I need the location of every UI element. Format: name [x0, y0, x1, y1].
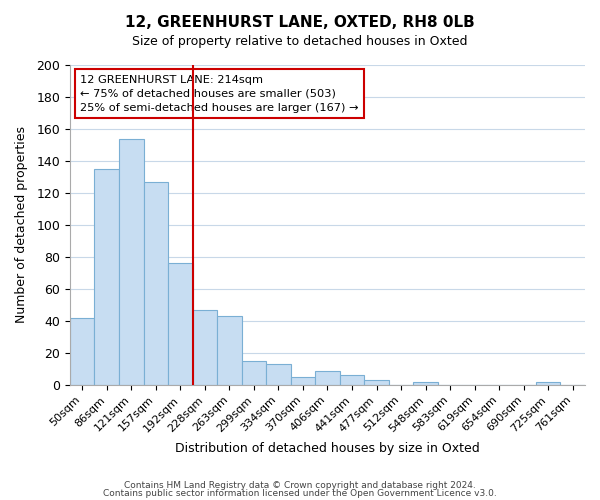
Bar	[94, 169, 119, 385]
Bar	[364, 380, 389, 385]
Bar	[315, 370, 340, 385]
Bar	[340, 376, 364, 385]
Text: 12, GREENHURST LANE, OXTED, RH8 0LB: 12, GREENHURST LANE, OXTED, RH8 0LB	[125, 15, 475, 30]
X-axis label: Distribution of detached houses by size in Oxted: Distribution of detached houses by size …	[175, 442, 480, 455]
Text: Contains HM Land Registry data © Crown copyright and database right 2024.: Contains HM Land Registry data © Crown c…	[124, 481, 476, 490]
Bar	[413, 382, 438, 385]
Bar	[266, 364, 290, 385]
Text: Contains public sector information licensed under the Open Government Licence v3: Contains public sector information licen…	[103, 488, 497, 498]
Bar	[217, 316, 242, 385]
Bar	[536, 382, 560, 385]
Bar	[70, 318, 94, 385]
Bar	[168, 264, 193, 385]
Bar	[119, 138, 143, 385]
Text: Size of property relative to detached houses in Oxted: Size of property relative to detached ho…	[132, 35, 468, 48]
Bar	[143, 182, 168, 385]
Text: 12 GREENHURST LANE: 214sqm
← 75% of detached houses are smaller (503)
25% of sem: 12 GREENHURST LANE: 214sqm ← 75% of deta…	[80, 74, 359, 112]
Bar	[290, 377, 315, 385]
Bar	[193, 310, 217, 385]
Bar	[242, 361, 266, 385]
Y-axis label: Number of detached properties: Number of detached properties	[15, 126, 28, 324]
